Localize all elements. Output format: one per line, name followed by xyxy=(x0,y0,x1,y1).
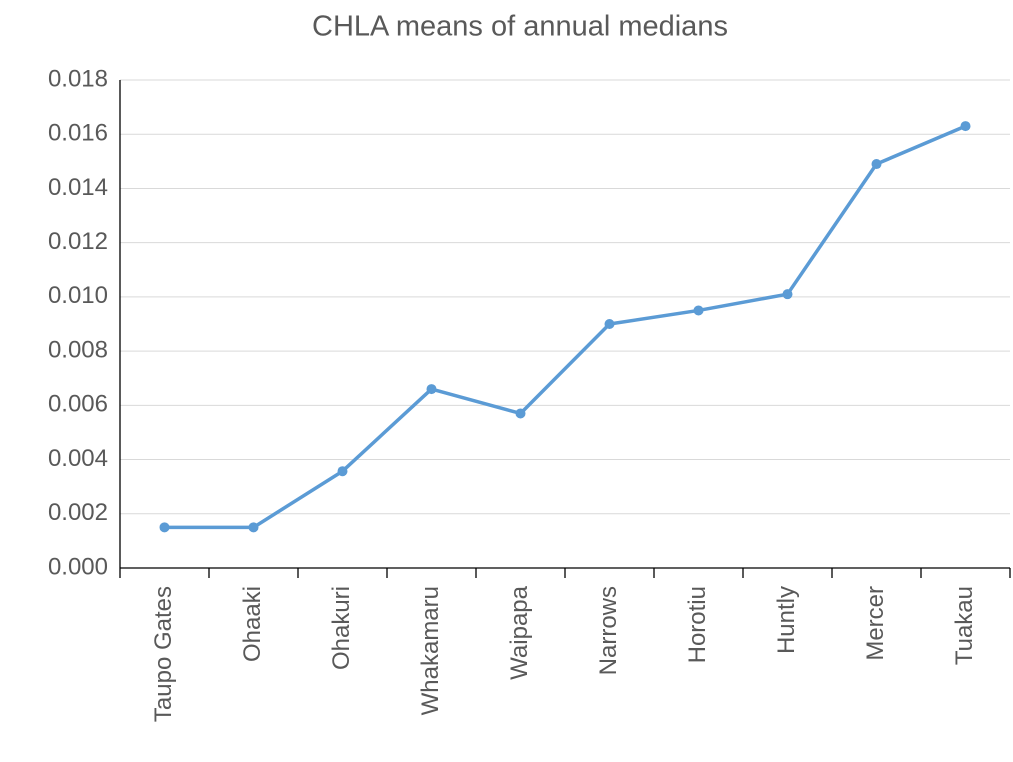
x-tick-label: Whakamaru xyxy=(417,586,444,715)
point xyxy=(871,159,882,170)
line xyxy=(164,124,967,530)
x-tick-label: Narrows xyxy=(595,586,622,675)
point xyxy=(782,289,793,300)
x-tick-label: Tuakau xyxy=(951,586,978,665)
x-tick-label: Horotiu xyxy=(684,586,711,663)
x-tick-label: Waipapa xyxy=(506,585,533,679)
y-tick-label: 0.008 xyxy=(48,336,108,363)
x-tick-label: Ohakuri xyxy=(328,586,355,670)
x-tick-label: Mercer xyxy=(862,586,889,661)
point xyxy=(515,408,526,419)
y-tick-label: 0.010 xyxy=(48,282,108,309)
x-tick-label: Ohaaki xyxy=(239,586,266,662)
point xyxy=(159,522,170,533)
point xyxy=(337,466,348,477)
point xyxy=(248,522,259,533)
y-tick-label: 0.006 xyxy=(48,391,108,418)
y-tick-label: 0.018 xyxy=(48,65,108,92)
y-tick-label: 0.016 xyxy=(48,120,108,147)
y-tick-label: 0.014 xyxy=(48,174,108,201)
y-tick-label: 0.000 xyxy=(48,553,108,580)
point xyxy=(960,121,971,132)
x-tick-label: Taupo Gates xyxy=(150,586,177,722)
point xyxy=(604,319,615,329)
y-tick-label: 0.002 xyxy=(48,499,108,526)
point xyxy=(426,384,437,395)
chart-title: CHLA means of annual medians xyxy=(312,11,728,43)
x-tick-label: Huntly xyxy=(773,586,800,654)
y-tick-label: 0.012 xyxy=(48,228,108,255)
point xyxy=(693,305,704,316)
y-tick-label: 0.004 xyxy=(48,445,108,472)
